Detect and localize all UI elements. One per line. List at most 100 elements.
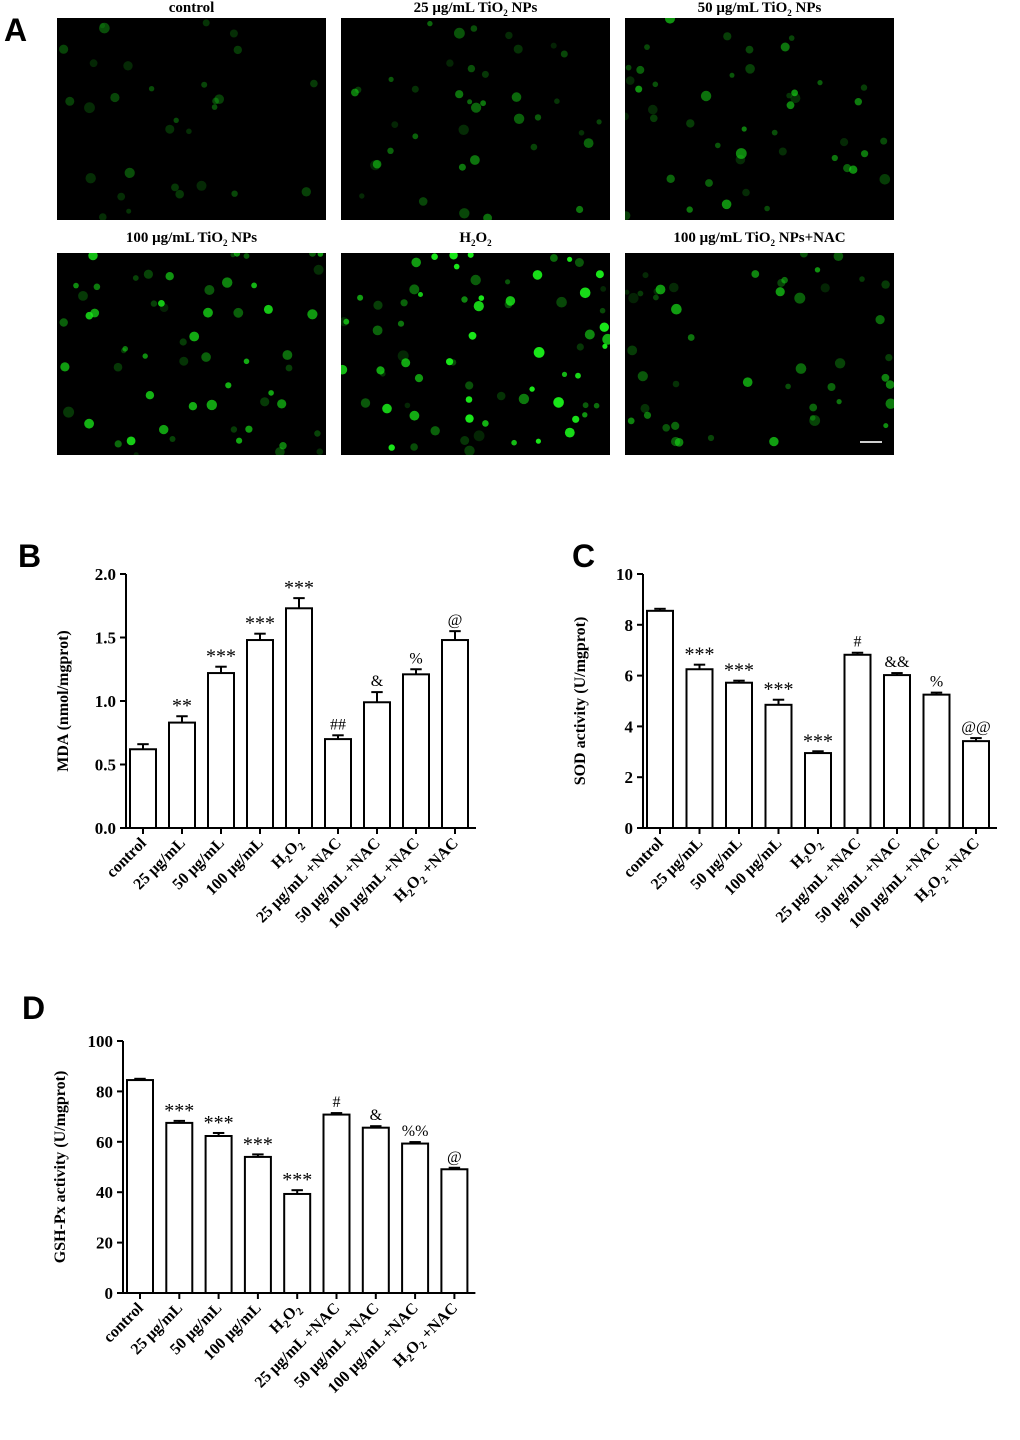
cell-spot xyxy=(640,403,650,413)
cell-spot xyxy=(314,430,321,437)
cell-spot xyxy=(59,318,68,327)
cell-spot xyxy=(212,97,220,105)
cell-spot xyxy=(310,79,318,88)
cell-spot xyxy=(313,264,324,275)
cell-spot xyxy=(468,331,477,340)
cell-spot xyxy=(243,253,250,259)
cell-spot xyxy=(883,423,889,429)
cell-spot xyxy=(809,415,821,426)
cell-spot xyxy=(99,22,110,34)
bar xyxy=(126,1079,154,1295)
bar xyxy=(883,674,911,830)
cell-spot xyxy=(625,76,635,85)
cell-spot xyxy=(625,289,630,295)
bar xyxy=(843,653,872,829)
cell-spot xyxy=(179,356,189,366)
bar xyxy=(129,748,157,829)
fluorescence-micrograph xyxy=(625,253,894,455)
cell-spot xyxy=(513,113,525,125)
cell-spot xyxy=(458,124,469,135)
cell-spot xyxy=(88,253,98,261)
cell-spot xyxy=(534,114,542,121)
cell-spot xyxy=(794,292,806,304)
bar xyxy=(207,672,235,829)
cell-spot xyxy=(473,301,484,312)
cell-spot xyxy=(745,45,754,54)
y-tick-label: 40 xyxy=(96,1183,113,1202)
cell-spot xyxy=(90,308,100,318)
cell-spot xyxy=(786,101,795,110)
cell-spot xyxy=(836,399,842,405)
cell-spot xyxy=(110,92,120,103)
cell-spot xyxy=(380,371,386,377)
cell-spot xyxy=(637,290,644,297)
cell-spot xyxy=(505,31,513,40)
y-axis-label: SOD activity (U/mgprot) xyxy=(572,617,589,786)
cell-spot xyxy=(849,165,858,174)
cell-spot xyxy=(73,282,79,289)
cell-spot xyxy=(584,329,595,340)
panel-label-c: C xyxy=(572,538,596,574)
cell-spot xyxy=(113,362,123,372)
cell-spot xyxy=(671,421,680,430)
cell-spot xyxy=(800,253,808,258)
cell-spot xyxy=(279,442,287,450)
cell-spot xyxy=(301,187,311,197)
cell-spot xyxy=(636,65,645,74)
cell-spot xyxy=(840,138,849,147)
y-tick-label: 6 xyxy=(625,667,634,686)
cell-spot xyxy=(480,100,486,107)
cell-spot xyxy=(769,436,779,447)
cell-spot xyxy=(482,420,489,427)
cell-spot xyxy=(230,426,238,433)
cell-spot xyxy=(576,343,584,351)
cell-spot xyxy=(243,358,250,365)
bar xyxy=(322,1113,351,1294)
cell-spot xyxy=(687,334,695,341)
cell-spot xyxy=(159,424,169,435)
bar xyxy=(764,703,793,829)
panel-label-a: A xyxy=(4,12,28,48)
cell-spot xyxy=(60,362,70,372)
cell-spot xyxy=(511,92,522,102)
x-tick-label: H2O2 xyxy=(268,834,308,874)
cell-spot xyxy=(561,371,568,377)
micrograph-title: H2O2 xyxy=(459,230,492,248)
cell-spot xyxy=(471,102,482,113)
cell-spot xyxy=(446,358,454,366)
cell-spot xyxy=(795,363,807,374)
cell-spot xyxy=(627,345,638,356)
cell-spot xyxy=(781,276,788,284)
cell-spot xyxy=(809,403,818,412)
cell-spot xyxy=(99,213,107,220)
cell-spot xyxy=(715,142,721,149)
significance-label: & xyxy=(370,1107,383,1124)
cell-spot xyxy=(411,85,419,93)
cell-spot xyxy=(742,377,753,387)
cell-spot xyxy=(579,287,591,299)
cell-spot xyxy=(556,296,567,308)
bar xyxy=(922,693,951,829)
cell-spot xyxy=(460,436,470,445)
cell-spot xyxy=(411,257,421,268)
significance-label: *** xyxy=(724,660,754,682)
cell-spot xyxy=(373,300,383,310)
significance-label: @@ xyxy=(961,719,990,736)
cell-spot xyxy=(186,128,192,135)
cell-spot xyxy=(827,383,836,391)
cell-spot xyxy=(84,418,94,429)
cell-spot xyxy=(653,294,659,301)
cell-spot xyxy=(572,415,580,423)
bar xyxy=(361,1126,390,1294)
cell-spot xyxy=(277,399,287,409)
cell-spot xyxy=(599,307,606,314)
bar xyxy=(440,1168,469,1295)
cell-spot xyxy=(885,380,894,389)
y-tick-label: 60 xyxy=(96,1133,113,1152)
cell-spot xyxy=(505,296,516,306)
cell-spot xyxy=(236,437,243,444)
bar xyxy=(168,721,196,829)
cell-spot xyxy=(628,292,639,304)
cell-spot xyxy=(582,402,589,409)
